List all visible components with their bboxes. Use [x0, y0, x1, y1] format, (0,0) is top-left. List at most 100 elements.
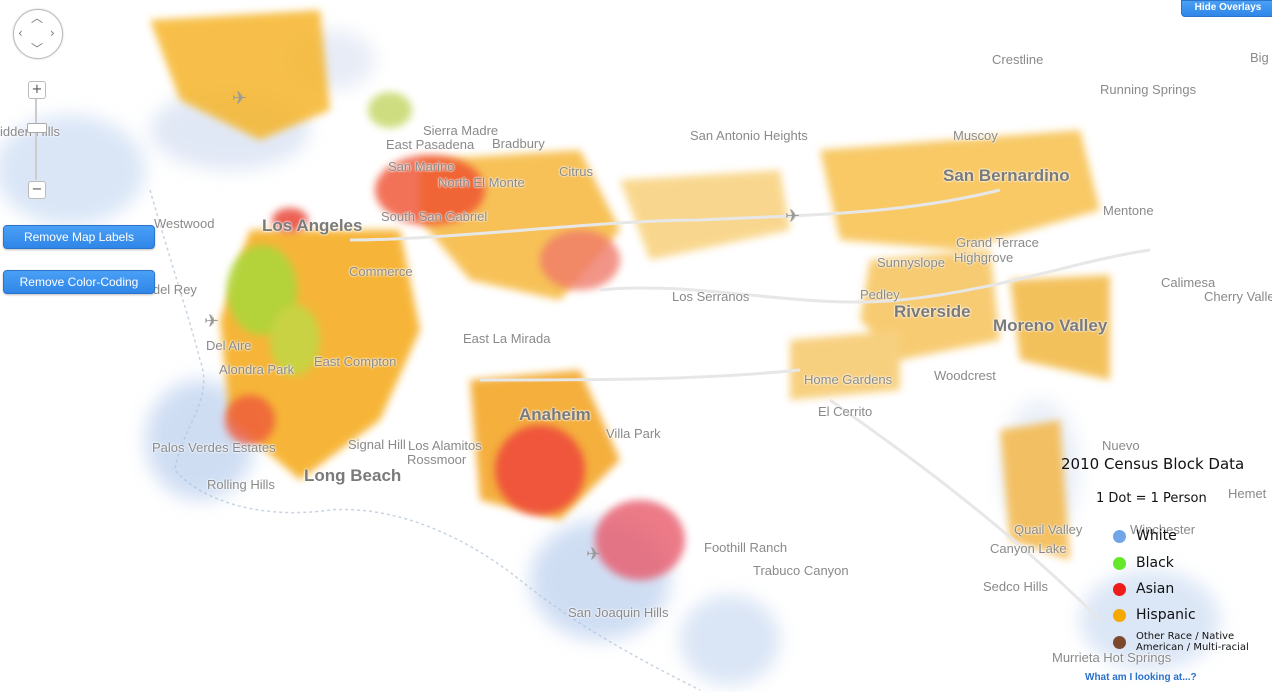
- legend-title: 2010 Census Block Data: [1061, 455, 1245, 473]
- freeway: [599, 248, 1151, 304]
- label-highgrove: Highgrove: [954, 250, 1014, 265]
- label-rossmoor: Rossmoor: [407, 452, 467, 467]
- label-riverside: Riverside: [894, 302, 971, 321]
- legend-label-other-1: Other Race / Native: [1136, 631, 1235, 642]
- label-muscoy: Muscoy: [953, 128, 998, 143]
- label-signal-hill: Signal Hill: [348, 437, 406, 452]
- label-mentone: Mentone: [1103, 203, 1154, 218]
- label-sierra-madre: Sierra Madre: [423, 123, 499, 138]
- black-pop-area: [270, 305, 320, 375]
- label-sedco-hills: Sedco Hills: [983, 579, 1049, 594]
- hispanic-pop-area: [1000, 420, 1070, 560]
- asian-pop-area: [225, 395, 275, 445]
- label-westwood: Westwood: [154, 216, 215, 231]
- label-san-marino: San Marino: [388, 159, 455, 174]
- airport-icon: ✈: [204, 311, 220, 332]
- label-north-el-monte: North El Monte: [438, 175, 525, 190]
- label-east-compton: East Compton: [314, 354, 397, 369]
- legend-dot-black: [1113, 557, 1126, 570]
- label-hemet: Hemet: [1228, 486, 1267, 501]
- label-del-aire: Del Aire: [206, 338, 252, 353]
- label-big: Big: [1250, 50, 1269, 65]
- label-home-gardens: Home Gardens: [804, 372, 893, 387]
- label-nuevo: Nuevo: [1102, 438, 1140, 453]
- hispanic-pop-area: [820, 130, 1100, 250]
- pan-control[interactable]: ︿ ﹀ ‹ ›: [13, 9, 63, 59]
- label-canyon-lake: Canyon Lake: [990, 541, 1067, 556]
- black-pop-area: [368, 92, 412, 128]
- remove-color-coding-button[interactable]: Remove Color-Coding: [3, 270, 155, 294]
- label-murrieta-hot-springs: Murrieta Hot Springs: [1052, 650, 1172, 665]
- label-anaheim: Anaheim: [519, 405, 591, 424]
- label-south-san-gabriel: South San Gabriel: [381, 209, 488, 224]
- hispanic-pop-area: [150, 10, 330, 140]
- label-marina-del-rey: a del Rey: [142, 282, 197, 297]
- label-grand-terrace: Grand Terrace: [956, 235, 1039, 250]
- label-palos-verdes-estates: Palos Verdes Estates: [152, 440, 276, 455]
- label-east-pasadena: East Pasadena: [386, 137, 475, 152]
- legend-dot-asian: [1113, 583, 1126, 596]
- label-moreno-valley: Moreno Valley: [993, 316, 1108, 335]
- legend-label-white: White: [1136, 528, 1177, 544]
- label-crestline: Crestline: [992, 52, 1044, 67]
- black-pop-area: [227, 245, 297, 335]
- label-foothill-ranch: Foothill Ranch: [704, 540, 788, 555]
- label-los-alamitos: Los Alamitos: [408, 438, 482, 453]
- legend-dot-other: [1113, 636, 1126, 649]
- pan-right-icon[interactable]: ›: [50, 26, 55, 40]
- zoom-in-button[interactable]: +: [28, 81, 46, 99]
- pan-down-icon[interactable]: ﹀: [31, 42, 44, 56]
- legend: 2010 Census Block Data 1 Dot = 1 Person …: [1058, 452, 1258, 672]
- label-alondra-park: Alondra Park: [219, 362, 295, 377]
- hispanic-pop-area: [620, 170, 790, 260]
- asian-pop-area: [272, 208, 308, 232]
- label-san-bernardino: San Bernardino: [943, 166, 1070, 185]
- label-san-antonio-heights: San Antonio Heights: [690, 128, 808, 143]
- zoom-slider-track[interactable]: [35, 98, 37, 180]
- label-woodcrest: Woodcrest: [934, 368, 996, 383]
- label-long-beach: Long Beach: [304, 466, 402, 485]
- label-running-springs: Running Springs: [1100, 82, 1197, 97]
- label-villa-park: Villa Park: [606, 426, 661, 441]
- zoom-out-button[interactable]: −: [28, 181, 46, 199]
- legend-label-other-2: American / Multi-racial: [1136, 642, 1249, 653]
- freeway: [479, 368, 801, 382]
- hispanic-pop-area: [790, 330, 900, 400]
- asian-pop-area: [595, 500, 685, 580]
- label-winchester: Winchester: [1130, 522, 1196, 537]
- asian-pop-area: [495, 425, 585, 515]
- asian-pop-area: [540, 230, 620, 290]
- legend-label-asian: Asian: [1136, 581, 1175, 597]
- label-sunnyslope: Sunnyslope: [877, 255, 945, 270]
- pan-left-icon[interactable]: ‹: [18, 26, 23, 40]
- label-rolling-hills: Rolling Hills: [207, 477, 275, 492]
- legend-dot-hispanic: [1113, 609, 1126, 622]
- freeway: [829, 398, 1102, 622]
- legend-subtitle: 1 Dot = 1 Person: [1096, 491, 1207, 506]
- label-san-joaquin-hills: San Joaquin Hills: [568, 605, 669, 620]
- white-pop-area: [680, 595, 780, 685]
- label-citrus: Citrus: [559, 164, 593, 179]
- legend-dot-white: [1113, 530, 1126, 543]
- airport-icon: ✈: [785, 206, 801, 227]
- label-cherry-valley: Cherry Valle: [1204, 289, 1272, 304]
- label-pedley: Pedley: [860, 287, 900, 302]
- label-calimesa: Calimesa: [1161, 275, 1216, 290]
- what-am-i-looking-at-link[interactable]: What am I looking at...?: [1085, 672, 1197, 683]
- label-east-la-mirada: East La Mirada: [463, 331, 551, 346]
- label-los-serranos: Los Serranos: [672, 289, 750, 304]
- label-quail-valley: Quail Valley: [1014, 522, 1083, 537]
- asian-pop-area: [375, 155, 485, 225]
- hide-overlays-button[interactable]: Hide Overlays: [1181, 0, 1272, 17]
- pan-up-icon[interactable]: ︿: [31, 11, 44, 25]
- label-el-cerrito: El Cerrito: [818, 404, 873, 419]
- freeway: [349, 188, 1001, 242]
- remove-map-labels-button[interactable]: Remove Map Labels: [3, 225, 155, 249]
- airport-icon: ✈: [586, 544, 602, 565]
- legend-label-hispanic: Hispanic: [1136, 607, 1196, 623]
- label-bradbury: Bradbury: [492, 136, 545, 151]
- label-los-angeles: Los Angeles: [262, 216, 363, 235]
- airport-icon: ✈: [232, 88, 248, 109]
- label-trabuco-canyon: Trabuco Canyon: [753, 563, 849, 578]
- zoom-slider-handle[interactable]: [27, 123, 47, 133]
